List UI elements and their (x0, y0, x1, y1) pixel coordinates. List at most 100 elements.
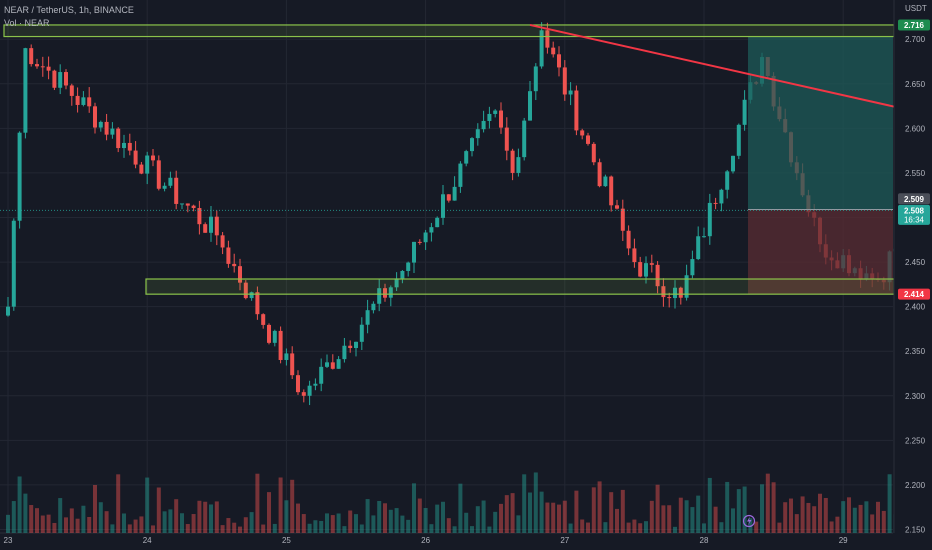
candle-body[interactable] (441, 194, 445, 218)
target-zone[interactable] (748, 36, 893, 210)
candle-body[interactable] (649, 263, 654, 265)
candle-body[interactable] (475, 129, 480, 139)
candle-body[interactable] (725, 171, 730, 190)
candle-body[interactable] (644, 263, 648, 277)
candle-body[interactable] (458, 163, 463, 187)
support-zone[interactable] (145, 278, 895, 295)
candle-body[interactable] (539, 30, 544, 67)
price-axis-panel[interactable] (894, 0, 932, 550)
candle-body[interactable] (203, 224, 208, 233)
candle-body[interactable] (673, 287, 677, 299)
candle-body[interactable] (319, 366, 324, 384)
candle-body[interactable] (40, 66, 45, 68)
candle-body[interactable] (510, 150, 515, 173)
candle-body[interactable] (87, 97, 92, 107)
candle-body[interactable] (348, 345, 353, 349)
candle-body[interactable] (359, 324, 364, 342)
candle-body[interactable] (243, 282, 248, 299)
candle-body[interactable] (406, 262, 411, 271)
candle-body[interactable] (557, 54, 561, 68)
candle-body[interactable] (609, 176, 614, 206)
candle-body[interactable] (736, 124, 741, 156)
candle-body[interactable] (29, 48, 34, 65)
candle-body[interactable] (667, 297, 672, 299)
candle-body[interactable] (568, 90, 573, 95)
candle-body[interactable] (249, 292, 254, 299)
candle-body[interactable] (226, 247, 231, 264)
candle-body[interactable] (499, 110, 503, 128)
candle-body[interactable] (17, 132, 22, 221)
candle-body[interactable] (597, 162, 602, 187)
candle-body[interactable] (296, 375, 300, 393)
candle-body[interactable] (145, 155, 150, 174)
candle-body[interactable] (174, 177, 179, 204)
candle-body[interactable] (232, 263, 237, 267)
stop-zone[interactable] (748, 209, 893, 295)
candle-body[interactable] (365, 310, 370, 325)
candle-body[interactable] (429, 227, 434, 233)
candle-body[interactable] (156, 160, 161, 189)
candle-body[interactable] (122, 142, 126, 149)
candle-body[interactable] (290, 353, 295, 376)
candle-body[interactable] (580, 130, 585, 136)
candle-body[interactable] (52, 70, 57, 88)
candle-body[interactable] (151, 155, 155, 161)
candle-body[interactable] (690, 259, 695, 276)
candle-body[interactable] (168, 177, 173, 186)
candle-body[interactable] (417, 241, 422, 243)
candle-body[interactable] (301, 392, 306, 396)
candle-body[interactable] (325, 362, 329, 367)
candle-body[interactable] (655, 264, 660, 287)
candle-body[interactable] (586, 135, 590, 144)
candle-body[interactable] (98, 121, 103, 128)
candle-body[interactable] (400, 270, 405, 279)
candle-body[interactable] (23, 48, 28, 133)
volume-indicator-title[interactable]: Vol · NEAR (4, 18, 50, 28)
candle-body[interactable] (371, 303, 376, 311)
candle-body[interactable] (313, 383, 318, 386)
candle-body[interactable] (452, 186, 457, 201)
candle-body[interactable] (591, 143, 596, 163)
candle-body[interactable] (533, 66, 538, 92)
candle-body[interactable] (197, 208, 202, 225)
candle-body[interactable] (470, 138, 474, 152)
candle-body[interactable] (69, 85, 74, 96)
candle-body[interactable] (487, 113, 492, 121)
candle-body[interactable] (731, 155, 735, 172)
lightning-icon[interactable] (742, 514, 756, 528)
candle-body[interactable] (93, 106, 97, 128)
candle-body[interactable] (481, 120, 486, 130)
candle-body[interactable] (46, 66, 51, 71)
candle-body[interactable] (493, 110, 498, 114)
candle-body[interactable] (632, 248, 637, 263)
time-axis-ticks[interactable]: 232425262728293031Feb234 (4, 536, 932, 545)
candle-body[interactable] (528, 91, 532, 121)
candle-body[interactable] (267, 324, 271, 343)
candle-body[interactable] (58, 72, 63, 88)
candle-body[interactable] (435, 217, 440, 228)
candle-body[interactable] (284, 353, 289, 360)
candle-body[interactable] (162, 185, 167, 189)
candle-body[interactable] (278, 330, 283, 360)
candle-body[interactable] (220, 235, 225, 248)
candle-body[interactable] (678, 287, 683, 298)
candle-body[interactable] (139, 164, 144, 174)
candle-body[interactable] (394, 278, 399, 288)
candle-body[interactable] (127, 142, 132, 151)
candle-body[interactable] (383, 288, 387, 298)
candle-body[interactable] (133, 150, 138, 165)
resistance-zone[interactable] (3, 24, 895, 38)
candle-body[interactable] (64, 72, 68, 86)
candle-body[interactable] (464, 151, 469, 164)
candle-body[interactable] (116, 128, 121, 149)
candle-body[interactable] (35, 64, 39, 67)
candle-body[interactable] (423, 232, 428, 243)
candle-body[interactable] (307, 385, 312, 396)
candle-body[interactable] (702, 236, 706, 238)
candle-body[interactable] (412, 241, 416, 263)
candle-body[interactable] (255, 292, 260, 315)
candle-body[interactable] (354, 341, 358, 349)
candle-body[interactable] (562, 67, 567, 95)
candle-body[interactable] (713, 202, 718, 204)
